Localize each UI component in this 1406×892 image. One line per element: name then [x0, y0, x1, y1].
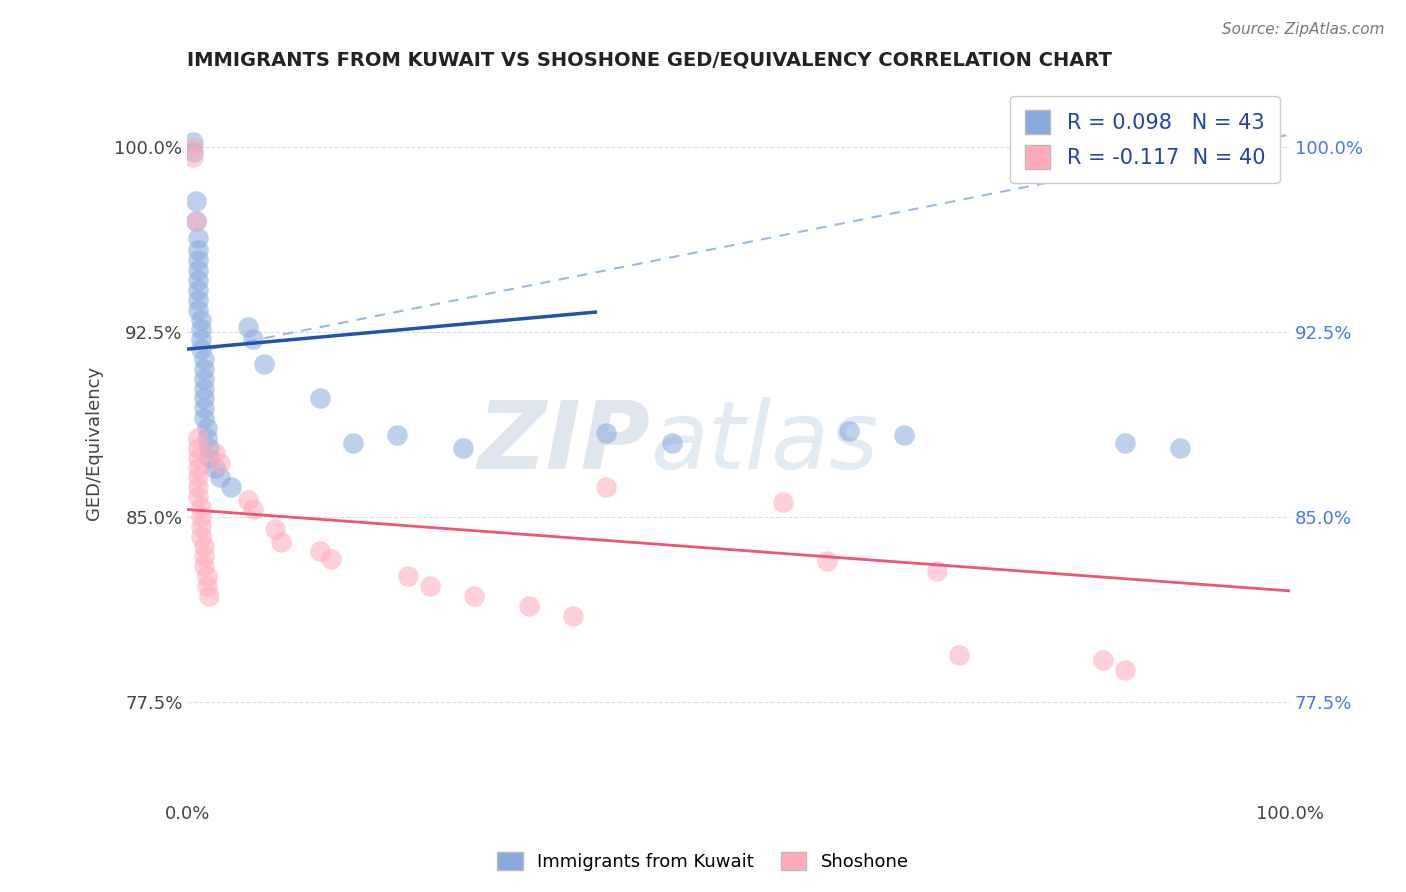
- Point: [893, 428, 915, 442]
- Point: [396, 569, 419, 583]
- Point: [187, 302, 209, 317]
- Point: [187, 480, 209, 494]
- Text: IMMIGRANTS FROM KUWAIT VS SHOSHONE GED/EQUIVALENCY CORRELATION CHART: IMMIGRANTS FROM KUWAIT VS SHOSHONE GED/E…: [187, 51, 1112, 70]
- Point: [193, 540, 215, 554]
- Y-axis label: GED/Equivalency: GED/Equivalency: [86, 366, 103, 520]
- Point: [193, 362, 215, 376]
- Point: [190, 520, 212, 534]
- Point: [181, 145, 204, 159]
- Point: [198, 441, 221, 455]
- Point: [190, 509, 212, 524]
- Legend: Immigrants from Kuwait, Shoshone: Immigrants from Kuwait, Shoshone: [491, 846, 915, 879]
- Point: [181, 135, 204, 149]
- Point: [270, 534, 292, 549]
- Point: [253, 357, 276, 371]
- Point: [193, 401, 215, 416]
- Point: [1168, 441, 1191, 455]
- Legend: R = 0.098   N = 43, R = -0.117  N = 40: R = 0.098 N = 43, R = -0.117 N = 40: [1011, 95, 1279, 183]
- Point: [661, 435, 683, 450]
- Point: [187, 441, 209, 455]
- Point: [319, 551, 342, 566]
- Point: [195, 569, 218, 583]
- Point: [187, 283, 209, 297]
- Point: [190, 342, 212, 356]
- Point: [187, 231, 209, 245]
- Point: [204, 446, 226, 460]
- Point: [236, 319, 259, 334]
- Point: [772, 495, 794, 509]
- Point: [927, 564, 949, 578]
- Point: [195, 579, 218, 593]
- Point: [187, 253, 209, 268]
- Point: [187, 470, 209, 484]
- Text: atlas: atlas: [651, 397, 879, 489]
- Point: [181, 140, 204, 154]
- Point: [236, 492, 259, 507]
- Point: [264, 522, 287, 536]
- Point: [463, 589, 485, 603]
- Point: [562, 608, 585, 623]
- Point: [187, 263, 209, 277]
- Point: [838, 424, 860, 438]
- Point: [193, 392, 215, 406]
- Point: [195, 431, 218, 445]
- Point: [187, 490, 209, 504]
- Point: [242, 332, 264, 346]
- Point: [190, 530, 212, 544]
- Point: [184, 214, 207, 228]
- Point: [190, 332, 212, 346]
- Point: [187, 431, 209, 445]
- Point: [193, 351, 215, 366]
- Point: [1091, 653, 1114, 667]
- Point: [209, 470, 232, 484]
- Point: [948, 648, 970, 662]
- Point: [308, 392, 330, 406]
- Text: Source: ZipAtlas.com: Source: ZipAtlas.com: [1222, 22, 1385, 37]
- Point: [1114, 663, 1136, 677]
- Point: [385, 428, 408, 442]
- Point: [187, 273, 209, 287]
- Point: [342, 435, 364, 450]
- Point: [193, 372, 215, 386]
- Point: [184, 194, 207, 208]
- Point: [209, 456, 232, 470]
- Point: [190, 322, 212, 336]
- Point: [517, 599, 540, 613]
- Point: [193, 411, 215, 425]
- Point: [195, 421, 218, 435]
- Point: [193, 559, 215, 574]
- Point: [187, 450, 209, 465]
- Point: [419, 579, 441, 593]
- Point: [308, 544, 330, 558]
- Point: [1114, 435, 1136, 450]
- Point: [193, 549, 215, 564]
- Point: [187, 293, 209, 307]
- Point: [190, 312, 212, 326]
- Point: [187, 460, 209, 475]
- Point: [221, 480, 243, 494]
- Point: [190, 500, 212, 514]
- Text: ZIP: ZIP: [478, 397, 651, 489]
- Point: [181, 150, 204, 164]
- Point: [184, 214, 207, 228]
- Point: [595, 425, 617, 440]
- Point: [204, 460, 226, 475]
- Point: [595, 480, 617, 494]
- Point: [193, 382, 215, 396]
- Point: [815, 554, 838, 568]
- Point: [198, 589, 221, 603]
- Point: [198, 450, 221, 465]
- Point: [242, 502, 264, 516]
- Point: [451, 441, 474, 455]
- Point: [187, 244, 209, 258]
